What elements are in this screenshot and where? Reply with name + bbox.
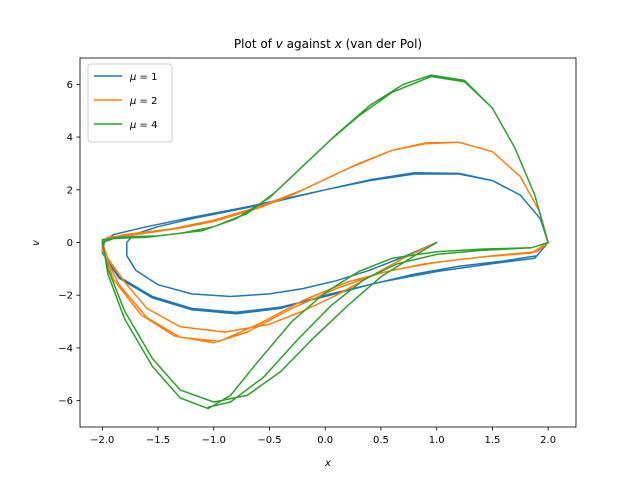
x-tick-label: −0.5 (257, 435, 281, 446)
y-tick-label: −4 (58, 343, 73, 354)
y-tick-label: −6 (58, 396, 73, 407)
x-axis-label: x (324, 458, 331, 469)
y-tick-label: −2 (58, 291, 73, 302)
y-tick-label: 2 (67, 185, 73, 196)
series-layer (101, 74, 549, 410)
y-tick-label: 6 (67, 80, 73, 91)
y-axis-label: v (31, 239, 42, 246)
legend-label: μ = 1 (129, 72, 157, 83)
x-tick-label: −1.5 (146, 435, 170, 446)
y-tick-label: 0 (67, 238, 73, 249)
x-tick-label: 1.5 (484, 435, 500, 446)
legend: μ = 1 μ = 2 μ = 4 (87, 63, 173, 143)
y-tick-label: 4 (67, 133, 73, 144)
chart-title: Plot of v against x (van der Pol) (234, 37, 422, 51)
x-tick-label: 0.0 (317, 435, 333, 446)
legend-label: μ = 2 (129, 96, 157, 107)
series-line-mu-1 (101, 171, 549, 315)
legend-label: μ = 4 (129, 120, 157, 131)
x-tick-label: −2.0 (90, 435, 114, 446)
x-tick-label: 2.0 (540, 435, 556, 446)
x-tick-label: −1.0 (202, 435, 226, 446)
x-axis: −2.0 −1.5 −1.0 −0.5 0.0 0.5 1.0 1.5 2.0 (90, 427, 556, 446)
legend-box (87, 63, 173, 143)
x-tick-label: 1.0 (429, 435, 445, 446)
series-line-mu-4 (101, 74, 549, 410)
x-tick-label: 0.5 (373, 435, 389, 446)
y-axis: −6 −4 −2 0 2 4 6 (58, 80, 80, 407)
